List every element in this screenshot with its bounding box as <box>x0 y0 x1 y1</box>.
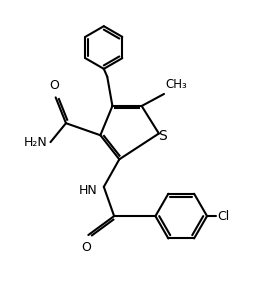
Text: Cl: Cl <box>217 209 230 223</box>
Text: S: S <box>159 129 167 143</box>
Text: CH₃: CH₃ <box>166 78 188 91</box>
Text: H₂N: H₂N <box>23 136 47 149</box>
Text: HN: HN <box>79 184 98 197</box>
Text: O: O <box>82 241 91 254</box>
Text: O: O <box>49 79 59 92</box>
